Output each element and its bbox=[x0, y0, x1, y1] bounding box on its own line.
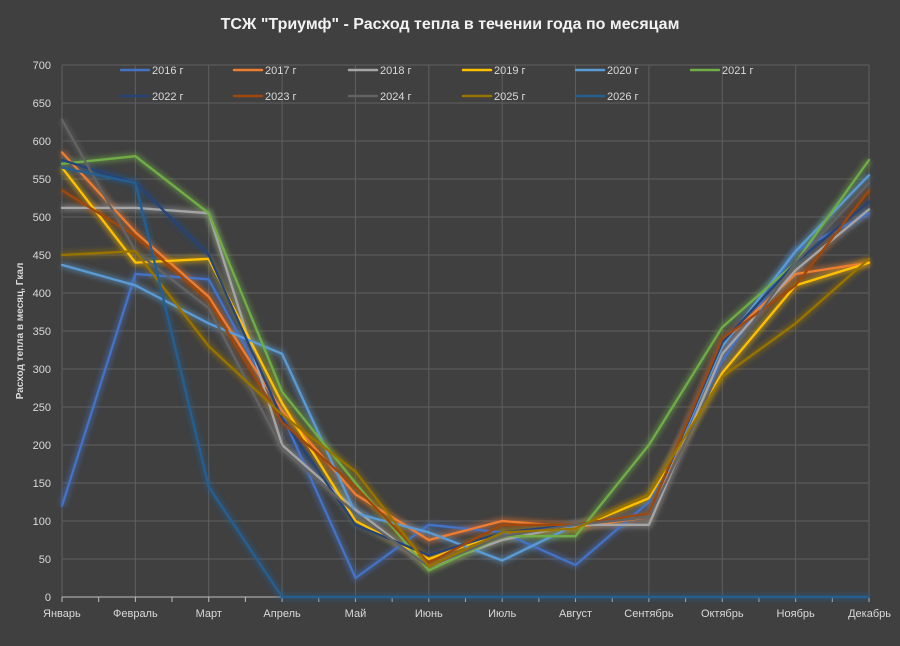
y-tick-label: 350 bbox=[33, 326, 51, 338]
y-tick-label: 650 bbox=[33, 98, 51, 110]
series-line-2023-г bbox=[60, 189, 871, 564]
series-line-2026-г bbox=[60, 166, 871, 599]
series-line-2016-г bbox=[60, 212, 871, 580]
legend-label: 2020 г bbox=[607, 65, 639, 77]
legend-item: 2018 г bbox=[347, 65, 412, 77]
legend-item: 2019 г bbox=[461, 65, 526, 77]
x-tick-label: Май bbox=[345, 608, 367, 620]
series-line-2021-г bbox=[60, 155, 871, 572]
x-tick-label: Апрель bbox=[263, 608, 301, 620]
legend-item: 2017 г bbox=[232, 65, 297, 77]
y-tick-label: 250 bbox=[33, 402, 51, 414]
x-tick-label: Ноябрь bbox=[777, 608, 815, 620]
legend-item: 2020 г bbox=[574, 65, 639, 77]
legend-label: 2021 г bbox=[722, 65, 754, 77]
legend-label: 2018 г bbox=[380, 65, 412, 77]
series-lines bbox=[60, 118, 871, 599]
x-tick-label: Январь bbox=[43, 608, 81, 620]
legend-item: 2024 г bbox=[347, 91, 412, 103]
legend-label: 2017 г bbox=[265, 65, 297, 77]
y-tick-label: 200 bbox=[33, 440, 51, 452]
y-tick-label: 400 bbox=[33, 288, 51, 300]
legend-item: 2021 г bbox=[689, 65, 754, 77]
x-tick-label: Декабрь bbox=[848, 608, 891, 620]
legend-label: 2025 г bbox=[494, 91, 526, 103]
x-tick-label: Июнь bbox=[415, 608, 443, 620]
legend-label: 2023 г bbox=[265, 91, 297, 103]
legend-item: 2022 г bbox=[119, 91, 184, 103]
y-tick-label: 450 bbox=[33, 250, 51, 262]
x-tick-label: Август bbox=[559, 608, 592, 620]
y-tick-label: 150 bbox=[33, 478, 51, 490]
x-tick-label: Март bbox=[196, 608, 222, 620]
y-tick-label: 100 bbox=[33, 516, 51, 528]
y-tick-label: 50 bbox=[39, 554, 51, 566]
chart-title: ТСЖ "Триумф" - Расход тепла в течении го… bbox=[221, 16, 680, 33]
x-tick-label: Сентябрь bbox=[624, 608, 674, 620]
series-line-2024-г bbox=[60, 118, 871, 568]
y-tick-label: 500 bbox=[33, 212, 51, 224]
y-tick-label: 600 bbox=[33, 136, 51, 148]
y-axis-title: Расход тепла в месяц, Гкал bbox=[15, 263, 26, 400]
legend: 2016 г 2017 г 2018 г 2019 г 2020 г 2021 г 2022… bbox=[119, 65, 754, 103]
legend-label: 2022 г bbox=[152, 91, 184, 103]
legend-item: 2026 г bbox=[574, 91, 639, 103]
y-tick-label: 300 bbox=[33, 364, 51, 376]
x-tick-label: Февраль bbox=[113, 608, 158, 620]
legend-label: 2019 г bbox=[494, 65, 526, 77]
y-tick-label: 700 bbox=[33, 60, 51, 72]
legend-item: 2025 г bbox=[461, 91, 526, 103]
legend-label: 2016 г bbox=[152, 65, 184, 77]
legend-item: 2023 г bbox=[232, 91, 297, 103]
x-tick-label: Июль bbox=[488, 608, 516, 620]
legend-label: 2026 г bbox=[607, 91, 639, 103]
x-tick-label: Октябрь bbox=[701, 608, 744, 620]
series-line-2025-г bbox=[60, 250, 871, 568]
y-tick-label: 550 bbox=[33, 174, 51, 186]
y-tick-label: 0 bbox=[45, 592, 51, 604]
legend-label: 2024 г bbox=[380, 91, 412, 103]
legend-item: 2016 г bbox=[119, 65, 184, 77]
